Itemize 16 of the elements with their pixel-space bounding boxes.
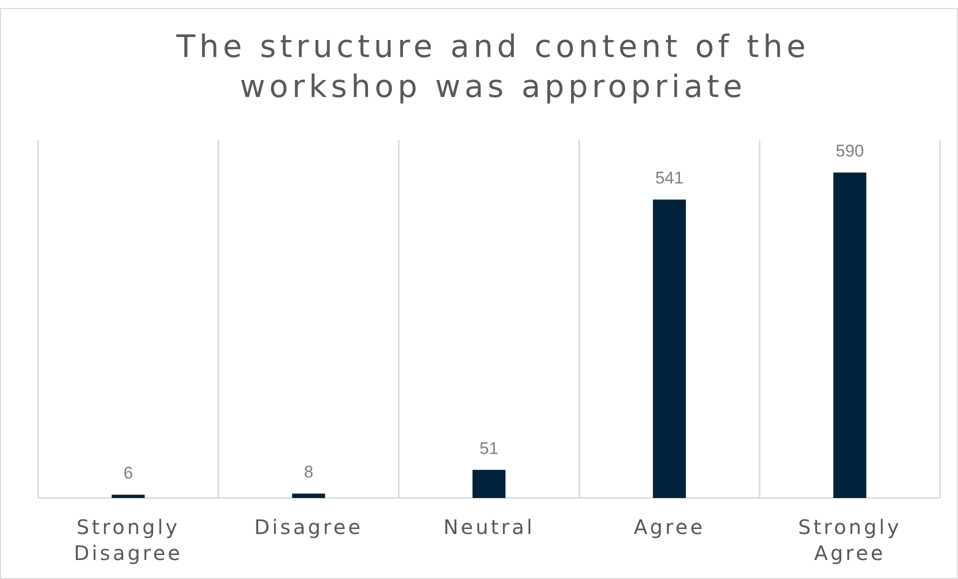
x-tick-label: Neutral [443, 515, 535, 539]
bar [833, 172, 866, 498]
x-tick-label: Strongly Disagree [74, 515, 183, 565]
data-label: 541 [655, 168, 684, 188]
chart-title: The structure and content of the workshop was appropriate [175, 29, 810, 105]
bar [472, 470, 506, 498]
bar [112, 494, 145, 498]
x-tick-label: Disagree [254, 515, 363, 539]
data-label: 590 [836, 142, 864, 161]
x-tick-label: Strongly Agree [798, 515, 902, 565]
data-label: 8 [304, 462, 314, 482]
data-label: 51 [480, 438, 498, 458]
bar [652, 200, 686, 498]
data-label: 6 [123, 464, 133, 483]
bar [292, 494, 326, 498]
x-tick-label: Agree [634, 515, 706, 539]
